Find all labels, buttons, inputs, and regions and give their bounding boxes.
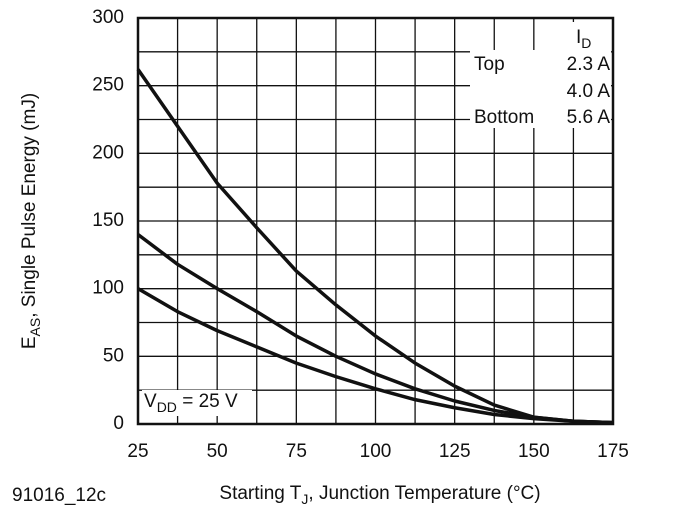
y-axis-label-sub: AS xyxy=(27,318,43,337)
legend-box xyxy=(470,50,611,128)
legend-entry: 2.3 A xyxy=(567,54,611,75)
y-axis-label-main: E xyxy=(19,336,40,349)
legend-box xyxy=(566,22,610,52)
annotation-main: V xyxy=(144,391,157,412)
y-axis-label-rest: , Single Pulse Energy (mJ) xyxy=(19,93,40,318)
annotation-rest: = 25 V xyxy=(177,391,238,412)
x-tick-label: 100 xyxy=(360,441,392,462)
series-line xyxy=(137,287,614,425)
legend-label: Bottom xyxy=(474,107,534,128)
y-tick-label: 200 xyxy=(92,142,124,163)
x-axis-label-main: Starting T xyxy=(219,483,301,504)
x-tick-label: 25 xyxy=(127,441,148,462)
legend-header-main: I xyxy=(576,27,581,48)
footnote: 91016_12c xyxy=(12,485,106,506)
x-tick-label: 75 xyxy=(286,441,307,462)
y-tick-label: 300 xyxy=(92,7,124,28)
x-axis-label-rest: , Junction Temperature (°C) xyxy=(308,483,540,504)
x-tick-label: 125 xyxy=(439,441,471,462)
legend-entry: 5.6 A xyxy=(567,107,611,128)
legend-entry: 4.0 A xyxy=(567,81,611,102)
x-tick-label: 175 xyxy=(597,441,629,462)
annotation-sub: DD xyxy=(157,399,177,415)
y-axis-label: EAS, Single Pulse Energy (mJ) xyxy=(19,93,43,349)
legend-label: Top xyxy=(474,54,505,75)
x-tick-label: 150 xyxy=(518,441,550,462)
plot-frame xyxy=(136,16,615,426)
y-tick-label: 0 xyxy=(113,413,124,434)
y-tick-label: 100 xyxy=(92,278,124,299)
legend-header: ID xyxy=(576,27,591,51)
x-axis-label-sub: J xyxy=(301,491,308,507)
y-tick-label: 50 xyxy=(103,345,124,366)
x-tick-label: 50 xyxy=(207,441,228,462)
x-axis-label: Starting TJ, Junction Temperature (°C) xyxy=(219,483,540,507)
legend-header-sub: D xyxy=(581,35,591,51)
annotation-box xyxy=(142,390,252,416)
annotation: VDD = 25 V xyxy=(144,391,238,415)
y-tick-label: 250 xyxy=(92,75,124,96)
y-tick-label: 150 xyxy=(92,210,124,231)
